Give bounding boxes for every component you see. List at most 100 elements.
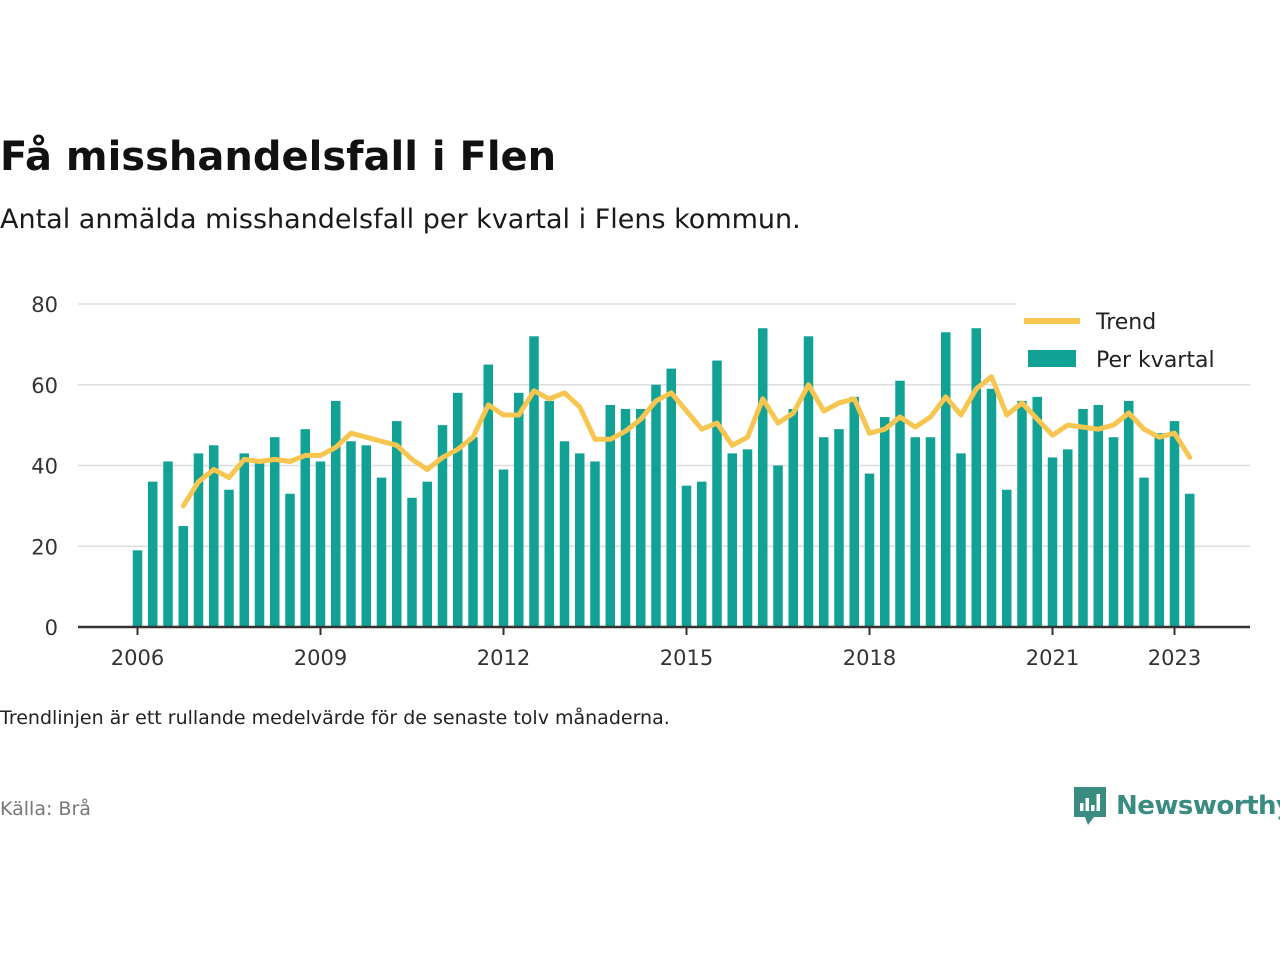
bar bbox=[971, 328, 981, 627]
legend-background bbox=[1016, 298, 1250, 384]
bar bbox=[1154, 433, 1164, 627]
bar bbox=[209, 445, 219, 627]
bar bbox=[1063, 449, 1073, 627]
bar bbox=[697, 481, 707, 627]
bar bbox=[1139, 477, 1149, 627]
x-tick-label: 2012 bbox=[477, 646, 530, 670]
bar bbox=[773, 465, 783, 627]
bar bbox=[254, 461, 265, 627]
bar bbox=[727, 453, 737, 627]
brand-name: Newsworthy bbox=[1116, 791, 1280, 821]
bars-per-kvartal bbox=[132, 328, 1195, 627]
bar bbox=[895, 380, 905, 627]
bar bbox=[1047, 457, 1058, 627]
bar bbox=[712, 360, 722, 627]
chart-title: Få misshandelsfall i Flen bbox=[0, 134, 557, 180]
x-tick-label: 2018 bbox=[843, 646, 896, 670]
x-tick-label: 2015 bbox=[660, 646, 713, 670]
bar bbox=[925, 437, 936, 627]
bar bbox=[315, 461, 326, 627]
trend-line-group bbox=[180, 374, 1193, 509]
legend-bar-swatch bbox=[1028, 350, 1076, 367]
bar bbox=[285, 493, 295, 627]
bar bbox=[636, 408, 646, 627]
bar bbox=[178, 526, 188, 627]
y-tick-label: 80 bbox=[31, 293, 58, 317]
bar bbox=[224, 489, 234, 627]
chart-svg: 0 20 40 60 80 2006 2009 2012 2015 2018 2021 2023 T… bbox=[31, 293, 1250, 670]
bar bbox=[361, 445, 371, 627]
bar bbox=[819, 437, 829, 627]
footnote: Trendlinjen är ett rullande medelvärde f… bbox=[0, 707, 670, 729]
bar bbox=[849, 396, 859, 627]
bar bbox=[758, 328, 768, 627]
bar bbox=[148, 481, 158, 627]
bar bbox=[834, 429, 844, 627]
bar bbox=[910, 437, 920, 627]
x-tick-label: 2023 bbox=[1148, 646, 1201, 670]
bar bbox=[1017, 400, 1027, 627]
x-tick-label: 2009 bbox=[294, 646, 347, 670]
bar bbox=[300, 429, 310, 627]
bar bbox=[803, 336, 814, 627]
bar bbox=[956, 453, 966, 627]
bar bbox=[666, 368, 676, 627]
bar bbox=[132, 550, 143, 627]
bar bbox=[163, 461, 173, 627]
bar bbox=[1078, 408, 1088, 627]
bar bbox=[605, 404, 615, 627]
bar bbox=[437, 425, 448, 627]
bar bbox=[864, 473, 875, 627]
legend: Trend Per kvartal bbox=[1016, 298, 1250, 384]
bar bbox=[590, 461, 600, 627]
bar bbox=[1108, 437, 1119, 627]
bar bbox=[270, 437, 280, 627]
bar bbox=[468, 437, 478, 627]
newsworthy-logo: Newsworthy bbox=[1072, 784, 1280, 828]
bar bbox=[529, 336, 539, 627]
bar bbox=[193, 453, 204, 627]
y-tick-label: 60 bbox=[31, 374, 58, 398]
bar bbox=[788, 408, 798, 627]
y-tick-label: 20 bbox=[31, 535, 58, 559]
bar bbox=[1185, 493, 1195, 627]
bar bbox=[1124, 400, 1134, 627]
bar bbox=[742, 449, 753, 627]
bar bbox=[880, 417, 890, 627]
bar bbox=[559, 441, 570, 627]
y-axis-labels: 0 20 40 60 80 bbox=[31, 293, 58, 640]
bar bbox=[1169, 421, 1180, 627]
bar bbox=[651, 384, 661, 627]
bar bbox=[239, 453, 249, 627]
newsworthy-logo-icon bbox=[1074, 787, 1106, 825]
bar bbox=[1032, 396, 1042, 627]
bar bbox=[392, 421, 402, 627]
bar bbox=[407, 497, 417, 627]
bar bbox=[376, 477, 387, 627]
bar bbox=[346, 441, 356, 627]
y-tick-label: 40 bbox=[31, 455, 58, 479]
bar bbox=[514, 392, 524, 627]
x-tick-label: 2006 bbox=[111, 646, 164, 670]
bar bbox=[1093, 404, 1103, 627]
x-axis: 2006 2009 2012 2015 2018 2021 2023 bbox=[78, 625, 1250, 670]
legend-bar-label: Per kvartal bbox=[1096, 348, 1215, 373]
source-label: Källa: Brå bbox=[0, 798, 91, 820]
bar bbox=[498, 469, 509, 627]
chart-subtitle: Antal anmälda misshandelsfall per kvarta… bbox=[0, 204, 801, 235]
x-tick-label: 2021 bbox=[1026, 646, 1079, 670]
bar bbox=[941, 332, 951, 627]
bar bbox=[620, 408, 631, 627]
bar bbox=[453, 392, 463, 627]
bar bbox=[1002, 489, 1012, 627]
bar bbox=[422, 481, 432, 627]
trend-line bbox=[180, 374, 1193, 509]
legend-trend-label: Trend bbox=[1095, 310, 1156, 335]
bar bbox=[544, 400, 554, 627]
bar bbox=[331, 400, 341, 627]
bar bbox=[986, 388, 997, 627]
bar bbox=[483, 364, 493, 627]
bar bbox=[681, 485, 692, 627]
y-tick-label: 0 bbox=[45, 616, 58, 640]
bar bbox=[575, 453, 585, 627]
